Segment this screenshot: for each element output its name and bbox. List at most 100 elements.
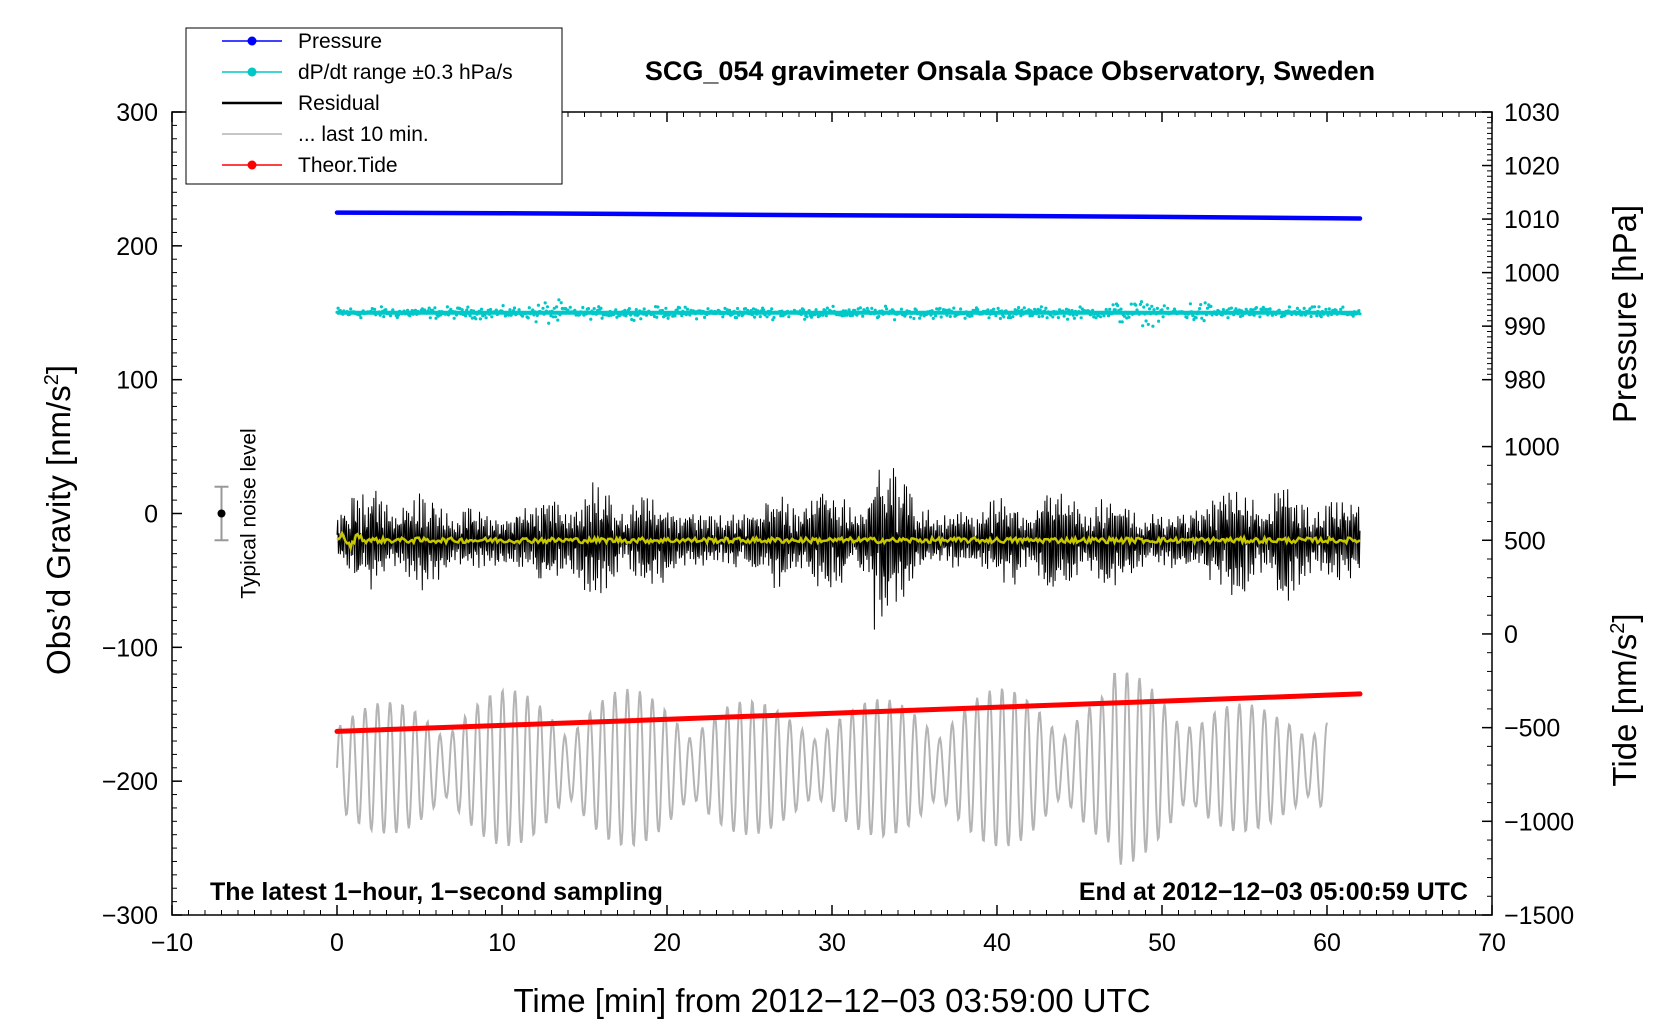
dpdt-point [959,307,963,311]
legend-items: Pressure dP/dt range ±0.3 hPa/s Residual..… [222,30,513,177]
dpdt-point [642,307,646,311]
dpdt-point [1147,307,1152,311]
dpdt-point [1066,317,1070,321]
dpdt-point [885,307,889,311]
dpdt-point [489,307,493,312]
dpdt-point [1209,304,1213,308]
dpdt-point [865,306,869,310]
dpdt-point [1202,319,1206,323]
dpdt-point [861,314,865,318]
dpdt-point [614,308,618,312]
dpdt-point [664,306,668,310]
dpdt-point [986,308,990,312]
dpdt-point [931,316,935,320]
dpdt-point [992,307,996,311]
dpdt-point [994,314,998,318]
x-tick-label: 20 [653,929,681,957]
dpdt-point [1152,308,1156,312]
dpdt-point [1308,307,1312,311]
dpdt-point [384,308,388,312]
dpdt-point [1188,302,1192,306]
dpdt-point [723,306,727,310]
legend-box [185,27,563,185]
dpdt-point [428,316,432,320]
tide-tick-label: −1000 [1504,808,1574,836]
dpdt-point [1327,307,1331,311]
dpdt-point [434,316,438,320]
dpdt-point [1129,302,1133,306]
dpdt-point [825,306,830,310]
legend-label: Theor.Tide [298,154,398,177]
dpdt-point [553,315,558,319]
x-tick-label: 10 [488,929,516,957]
dpdt-point [1141,324,1145,328]
y-label-left-sup: 2 [41,374,63,385]
noise-level-indicator: Typical noise level [214,428,261,599]
dpdt-point [479,307,484,311]
dpdt-point [1142,305,1146,309]
legend-label: Residual [298,92,380,115]
dpdt-point [908,315,913,319]
dpdt-point [1116,303,1120,308]
dpdt-point [1039,305,1043,309]
dpdt-point [1351,314,1355,318]
y-tick-label-left: 100 [116,367,158,395]
annotation-bottom-left: The latest 1−hour, 1−second sampling [210,878,663,906]
dpdt-point [615,315,619,319]
dpdt-point [1006,316,1011,320]
dpdt-point [349,307,353,311]
legend-label: dP/dt range ±0.3 hPa/s [298,61,513,84]
dpdt-point [877,314,881,319]
dpdt-point [1287,305,1291,309]
x-axis-label: Time [min] from 2012−12−03 03:59:00 UTC [513,982,1150,1019]
dpdt-point [805,315,809,319]
dpdt-point [1315,314,1319,318]
tide-tick-label: 1000 [1504,434,1560,462]
dpdt-point [552,306,556,310]
dpdt-point [359,316,363,320]
dpdt-point [1144,319,1148,323]
residual-smoothed-series [336,529,1361,553]
dpdt-point [1102,314,1106,318]
dpdt-point [695,317,699,321]
dpdt-point [952,306,956,310]
dpdt-point [545,305,550,309]
legend-label: ... last 10 min. [298,123,429,146]
dpdt-point [1203,301,1207,305]
x-tick-label: 50 [1148,929,1176,957]
dpdt-point [970,314,974,318]
y-tick-label-left: −200 [102,768,158,796]
dpdt-point [501,304,505,308]
dpdt-point [551,315,555,319]
dpdt-point [803,317,807,321]
dpdt-point [1310,305,1314,309]
dpdt-point [559,301,563,305]
legend: Pressure dP/dt range ±0.3 hPa/s Residual..… [185,27,563,185]
dpdt-point [560,306,564,311]
dpdt-point [1200,316,1204,320]
dpdt-point [976,308,980,312]
dpdt-point [1072,316,1076,320]
chart-title: SCG_054 gravimeter Onsala Space Observat… [645,56,1375,86]
dpdt-point [996,306,1000,310]
dpdt-point [589,317,593,321]
dpdt-point [1122,314,1126,318]
dpdt-point [706,307,710,311]
dpdt-point [1161,315,1165,319]
y-label-tide-sup: 2 [1607,623,1629,634]
dpdt-point [1056,316,1060,320]
dpdt-point [1118,320,1122,324]
dpdt-point [1037,315,1041,319]
dpdt-point [918,316,922,320]
dpdt-point [1339,307,1343,311]
dpdt-point [1019,314,1023,318]
dpdt-point [592,307,596,311]
dpdt-point [1145,303,1149,307]
tide-tick-label: −500 [1504,715,1560,743]
dpdt-point [1139,300,1144,304]
pressure-tick-label: 990 [1504,313,1546,341]
dpdt-point [1002,315,1006,319]
x-tick-label: 40 [983,929,1011,957]
dpdt-point [787,315,791,319]
